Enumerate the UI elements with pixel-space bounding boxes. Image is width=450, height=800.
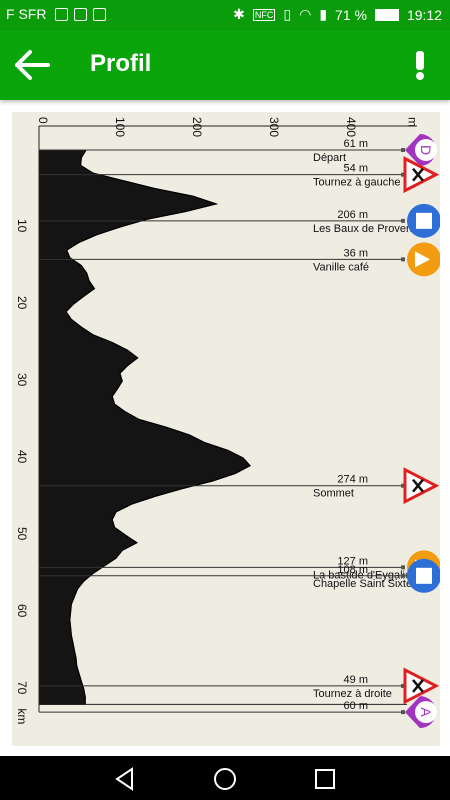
distance-tick-label: 70: [15, 681, 29, 695]
recents-nav-icon[interactable]: [312, 766, 338, 792]
elevation-line: [65, 149, 251, 705]
waypoint-name: Tournez à gauche: [313, 177, 400, 189]
waypoint[interactable]: 206 m Les Baux de Provence: [39, 203, 441, 238]
elevation-profile[interactable]: 0 100 200 300 400 m 10 20 30 40 50 60 70 km 61 m Dépar…: [12, 112, 441, 746]
elevation-tick-label: 100: [113, 117, 127, 137]
carrier-label: F SFR: [6, 6, 47, 22]
waypoint-elevation: 61 m: [344, 138, 368, 150]
system-nav-bar: [0, 756, 450, 800]
vibrate-icon: ▯: [283, 6, 292, 22]
marker-inner: [415, 701, 437, 724]
waypoint-elevation: 54 m: [344, 163, 368, 175]
waypoint-name: Tournez à droite: [313, 688, 392, 700]
elevation-tick-label: 0: [36, 117, 50, 124]
elevation-tick-label: 200: [190, 117, 204, 137]
waypoint[interactable]: 60 m A: [39, 696, 437, 729]
battery-icon: [374, 8, 399, 21]
notification-icons: [55, 8, 106, 21]
waypoint-tick: [401, 710, 405, 715]
waypoint-elevation: 274 m: [337, 474, 368, 486]
warning-triangle-icon: [403, 156, 440, 194]
status-right-group: ✱ NFC ▯ ◠ ▮ 71 % 19:12: [233, 6, 442, 23]
waypoint-elevation: 127 m: [337, 555, 368, 567]
waypoint[interactable]: 61 m Départ D: [39, 134, 437, 166]
clock: 19:12: [406, 6, 442, 23]
waypoint-elevation: 206 m: [337, 209, 368, 221]
waypoint-tick: [401, 257, 405, 262]
back-nav-icon[interactable]: [112, 766, 138, 792]
signal-icon: ▮: [319, 6, 328, 22]
wifi-icon: ◠: [299, 6, 312, 22]
bluetooth-icon: ✱: [233, 6, 245, 22]
distance-tick-label: 50: [15, 527, 29, 541]
icon-glyph: [415, 251, 430, 268]
waypoint-tick: [401, 218, 405, 223]
marker-letter: A: [418, 707, 434, 717]
warning-triangle-icon: [403, 667, 440, 705]
nfc-icon: NFC: [252, 8, 276, 21]
distance-tick-label: 10: [15, 219, 29, 233]
home-nav-icon[interactable]: [212, 766, 238, 792]
distance-tick-label: 60: [15, 604, 29, 618]
image-icon: [93, 8, 106, 21]
status-bar: F SFR ✱ NFC ▯ ◠ ▮ 71 % 19:12: [0, 0, 450, 30]
distance-unit-label: km: [15, 708, 29, 724]
elevation-tick-label: 400: [344, 117, 358, 137]
distance-tick-label: 30: [15, 373, 29, 387]
cross-glyph: [412, 167, 424, 182]
waypoint-name: Chapelle Saint Sixte: [313, 578, 412, 590]
waypoint-tick: [401, 148, 405, 152]
page-title: Profil: [90, 50, 152, 77]
location-icon: [55, 8, 68, 21]
waypoint[interactable]: 274 m Sommet: [39, 467, 440, 505]
waypoint-name: Départ: [313, 152, 346, 164]
marker-inner: [415, 139, 437, 161]
distance-tick-label: 20: [15, 296, 29, 310]
usb-icon: [74, 8, 87, 21]
waypoint-tick: [401, 172, 405, 177]
monument-glyph: [416, 212, 432, 229]
waypoint-tick: [401, 565, 405, 570]
elevation-tick-label: 300: [267, 117, 281, 137]
cross-glyph: [412, 679, 424, 693]
waypoint[interactable]: 36 m Vanille café: [39, 242, 441, 277]
waypoint-elevation: 60 m: [344, 700, 368, 712]
waypoint-elevation: 108 m: [337, 564, 368, 576]
waypoint-name: Vanille café: [313, 261, 369, 273]
waypoint[interactable]: 49 m Tournez à droite: [39, 667, 440, 705]
waypoint-name: Sommet: [313, 488, 354, 500]
waypoint-elevation: 36 m: [344, 247, 368, 259]
monument-glyph: [416, 567, 432, 584]
marker-letter: D: [418, 145, 434, 155]
warning-triangle-icon: [403, 467, 440, 505]
arrow-left-icon[interactable]: [14, 48, 50, 82]
distance-tick-label: 40: [15, 450, 29, 464]
waypoint-tick: [401, 483, 405, 488]
waypoint-tick: [401, 573, 405, 578]
waypoint[interactable]: 108 m Chapelle Saint Sixte: [39, 558, 441, 593]
exclamation-icon[interactable]: [412, 48, 428, 82]
cross-glyph: [412, 478, 424, 493]
elevation-chart: 0 100 200 300 400 m 10 20 30 40 50 60 70 km 61 m Dépar…: [15, 117, 441, 729]
waypoint-elevation: 49 m: [344, 674, 368, 686]
battery-level: 71 %: [335, 6, 367, 23]
waypoint-name: Les Baux de Provence: [313, 223, 424, 235]
elevation-area: [38, 149, 251, 705]
elevation-unit-label: m: [406, 117, 420, 127]
app-bar: Profil: [0, 30, 450, 100]
waypoint-tick: [401, 683, 405, 688]
waypoint[interactable]: 54 m Tournez à gauche: [39, 156, 440, 194]
